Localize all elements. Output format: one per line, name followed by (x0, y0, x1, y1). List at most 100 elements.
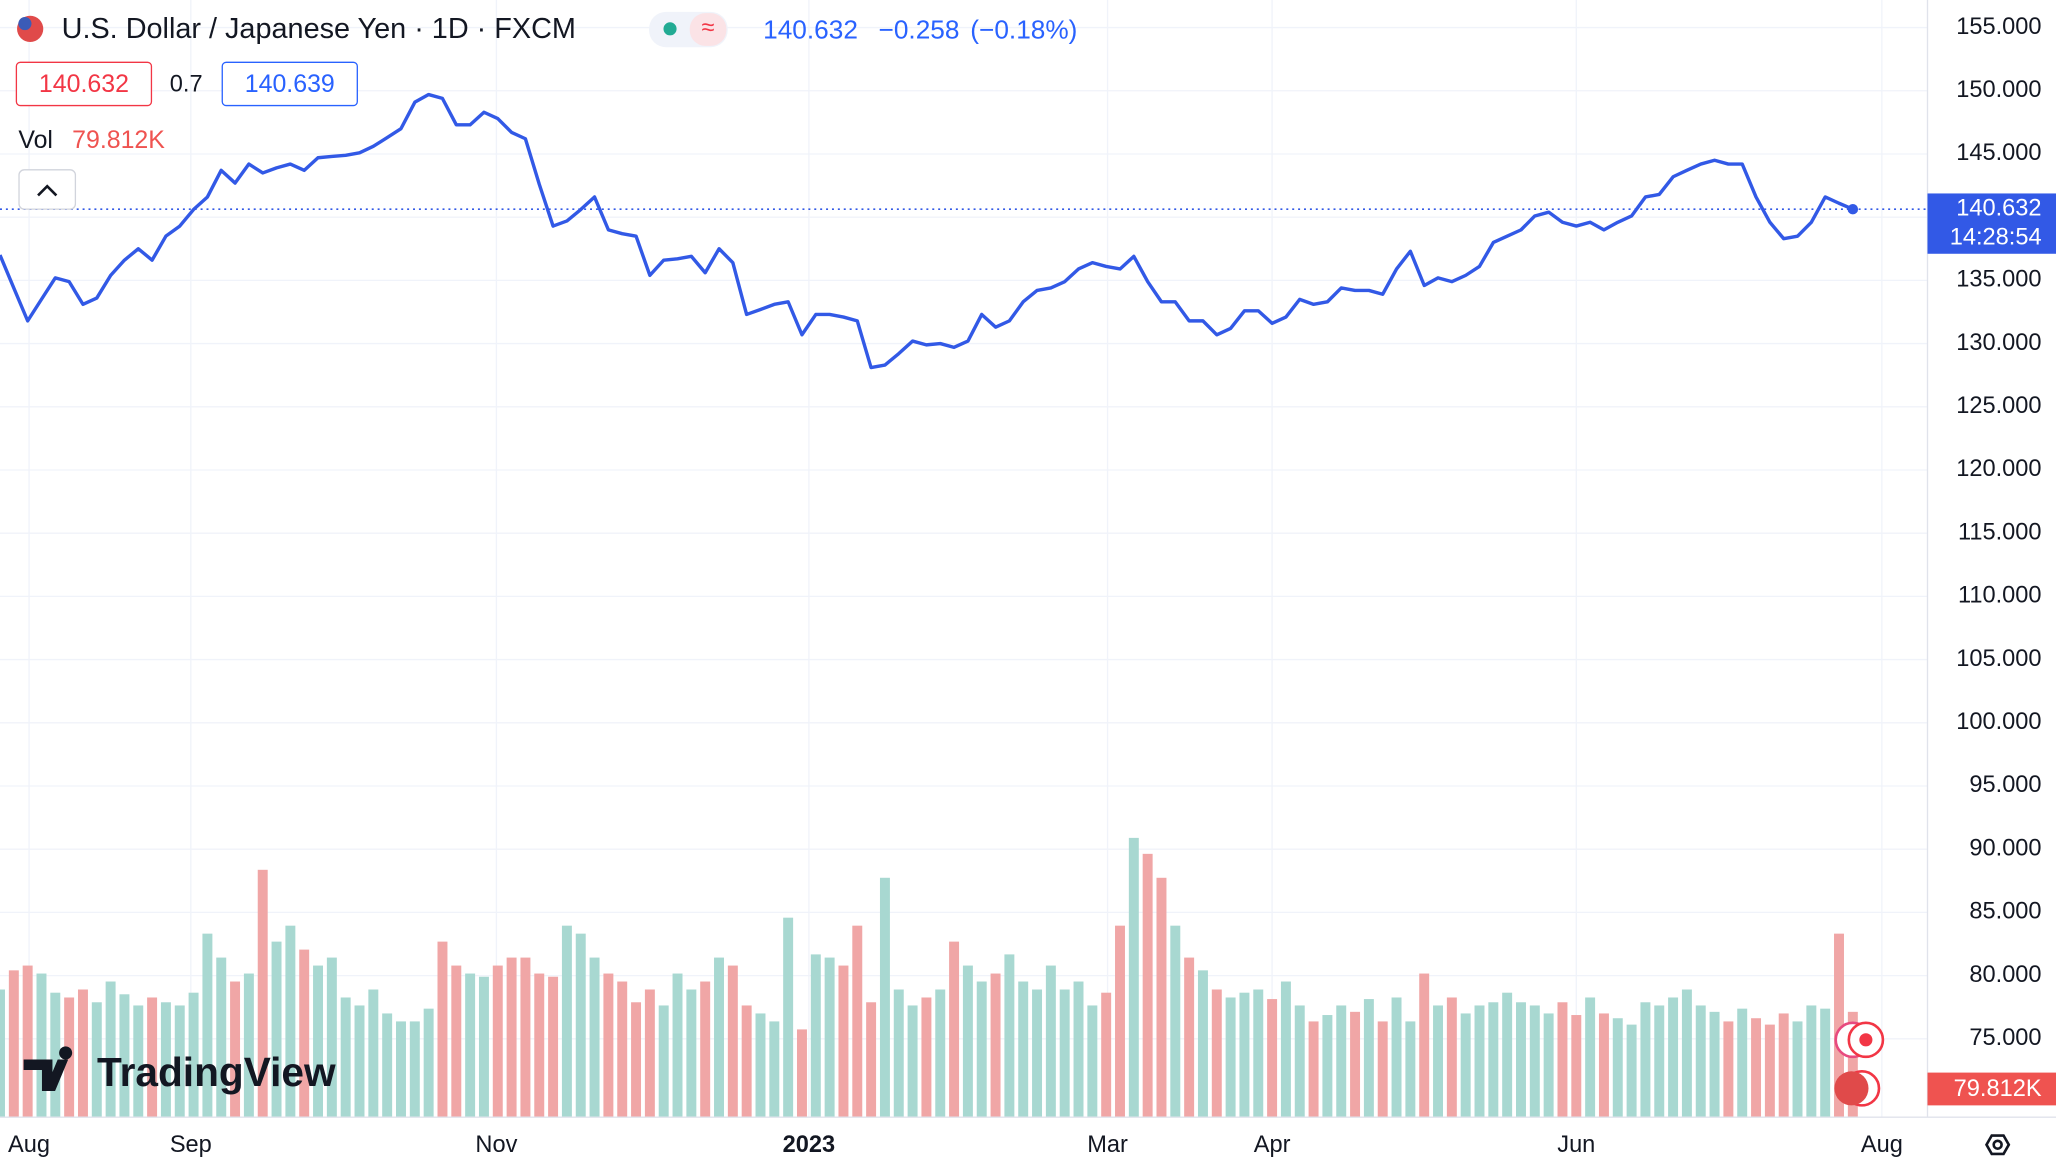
volume-bar (893, 989, 904, 1118)
volume-bar (1681, 989, 1692, 1118)
ask-box[interactable] (221, 61, 358, 107)
volume-bar (810, 954, 821, 1118)
volume-tag-label: 79.812K (1954, 1076, 2042, 1102)
volume-bar (1419, 973, 1430, 1118)
volume-bar (1529, 1005, 1540, 1118)
flag-icon[interactable] (1834, 1071, 1869, 1106)
settings-icon (1992, 1139, 2003, 1150)
volume-bar (22, 965, 33, 1118)
volume-bar (506, 957, 517, 1118)
logo-text: TradingView (97, 1049, 336, 1095)
volume-bar (1184, 957, 1195, 1118)
volume-bar (686, 989, 697, 1118)
volume-bar (1032, 989, 1043, 1118)
volume-bar (714, 957, 724, 1118)
collapse-button[interactable] (18, 169, 77, 210)
volume-bar (202, 933, 213, 1118)
volume-bar (299, 949, 310, 1118)
volume-bar (962, 965, 973, 1118)
vol-value: 79.812K (72, 126, 165, 154)
bid-price: 140.632 (39, 70, 129, 98)
volume-bar (1737, 1008, 1748, 1118)
volume-bar (783, 917, 794, 1118)
volume-bar (1709, 1011, 1720, 1118)
bid-box[interactable] (15, 61, 153, 107)
volume-bar (1211, 989, 1222, 1118)
logo-mark (23, 1046, 73, 1091)
price-line (0, 92, 1854, 370)
x-tick-label: Nov (475, 1132, 517, 1158)
volume-bar (548, 976, 559, 1118)
collapse-icon (37, 184, 58, 197)
volume-bar (1253, 989, 1264, 1118)
volume-bar (340, 997, 351, 1118)
volume-bar (1115, 925, 1125, 1118)
x-tick-label: Jun (1557, 1132, 1595, 1158)
volume-bar (1778, 1013, 1789, 1118)
volume-bar (1197, 970, 1208, 1118)
volume-bar (409, 1021, 420, 1118)
volume-bar (1239, 992, 1250, 1118)
volume-bar (396, 1021, 406, 1118)
volume-bar (1128, 837, 1139, 1118)
volume-bar (1792, 1021, 1803, 1118)
volume-bars (0, 837, 1858, 1118)
volume-bar (1516, 1002, 1526, 1118)
volume-bar (700, 981, 711, 1118)
spread: 0.7 (170, 71, 203, 97)
volume-bar (230, 981, 241, 1118)
volume-bar (631, 1002, 642, 1118)
volume-bar (77, 989, 88, 1118)
volume-bar (423, 1008, 434, 1118)
volume-bar (879, 877, 890, 1118)
y-tick-label: 150.000 (1956, 77, 2041, 103)
volume-bar (935, 989, 946, 1118)
volume-bar (1820, 1008, 1831, 1118)
event-icon (1859, 1033, 1873, 1047)
y-tick-label: 75.000 (1969, 1025, 2041, 1051)
volume-bar (1751, 1018, 1762, 1118)
volume-bar (990, 973, 1001, 1118)
volume-bar (147, 997, 158, 1118)
price-change: −0.258 (879, 14, 960, 44)
volume-bar (1336, 1005, 1347, 1118)
price-change-pct: (−0.18%) (970, 14, 1077, 44)
volume-bar (1087, 1005, 1098, 1118)
y-tick-label: 145.000 (1956, 140, 2041, 166)
volume-bar (188, 992, 199, 1118)
volume-bar (589, 957, 600, 1118)
volume-bar (561, 925, 572, 1118)
volume-bar (50, 992, 61, 1118)
volume-bar (1488, 1002, 1499, 1118)
last-point (1847, 203, 1859, 215)
x-tick-label: Apr (1254, 1132, 1291, 1158)
volume-bar (465, 973, 476, 1118)
volume-bar (354, 1005, 365, 1118)
volume-bar (451, 965, 462, 1118)
y-tick-label: 135.000 (1956, 267, 2041, 293)
volume-bar (755, 1013, 766, 1118)
volume-bar (907, 1005, 918, 1118)
volume-bar (1363, 999, 1374, 1118)
volume-bar (382, 1013, 393, 1118)
x-tick-label: Mar (1087, 1132, 1128, 1158)
settings-icon[interactable] (1984, 1134, 2011, 1156)
volume-bar (437, 941, 448, 1118)
price-tag-label: 140.632 (1956, 195, 2041, 221)
volume-bar (1806, 1005, 1817, 1118)
volume-bar (1018, 981, 1029, 1118)
volume-bar (313, 965, 324, 1118)
volume-bar (1598, 1013, 1609, 1118)
volume-bar (1059, 989, 1070, 1118)
volume-bar (1225, 997, 1236, 1118)
volume-bar (824, 957, 835, 1118)
volume-bar (1073, 981, 1084, 1118)
y-tick-label: 130.000 (1956, 330, 2041, 356)
volume-bar (1585, 997, 1596, 1118)
y-tick-label: 120.000 (1956, 456, 2041, 482)
volume-bar (160, 1002, 171, 1118)
axes: 75.000 80.000 85.000 90.000 95.000 100.000 105… (8, 14, 2056, 1158)
volume-bar (644, 989, 655, 1118)
volume-bar (1764, 1024, 1775, 1118)
y-tick-label: 95.000 (1969, 772, 2041, 798)
